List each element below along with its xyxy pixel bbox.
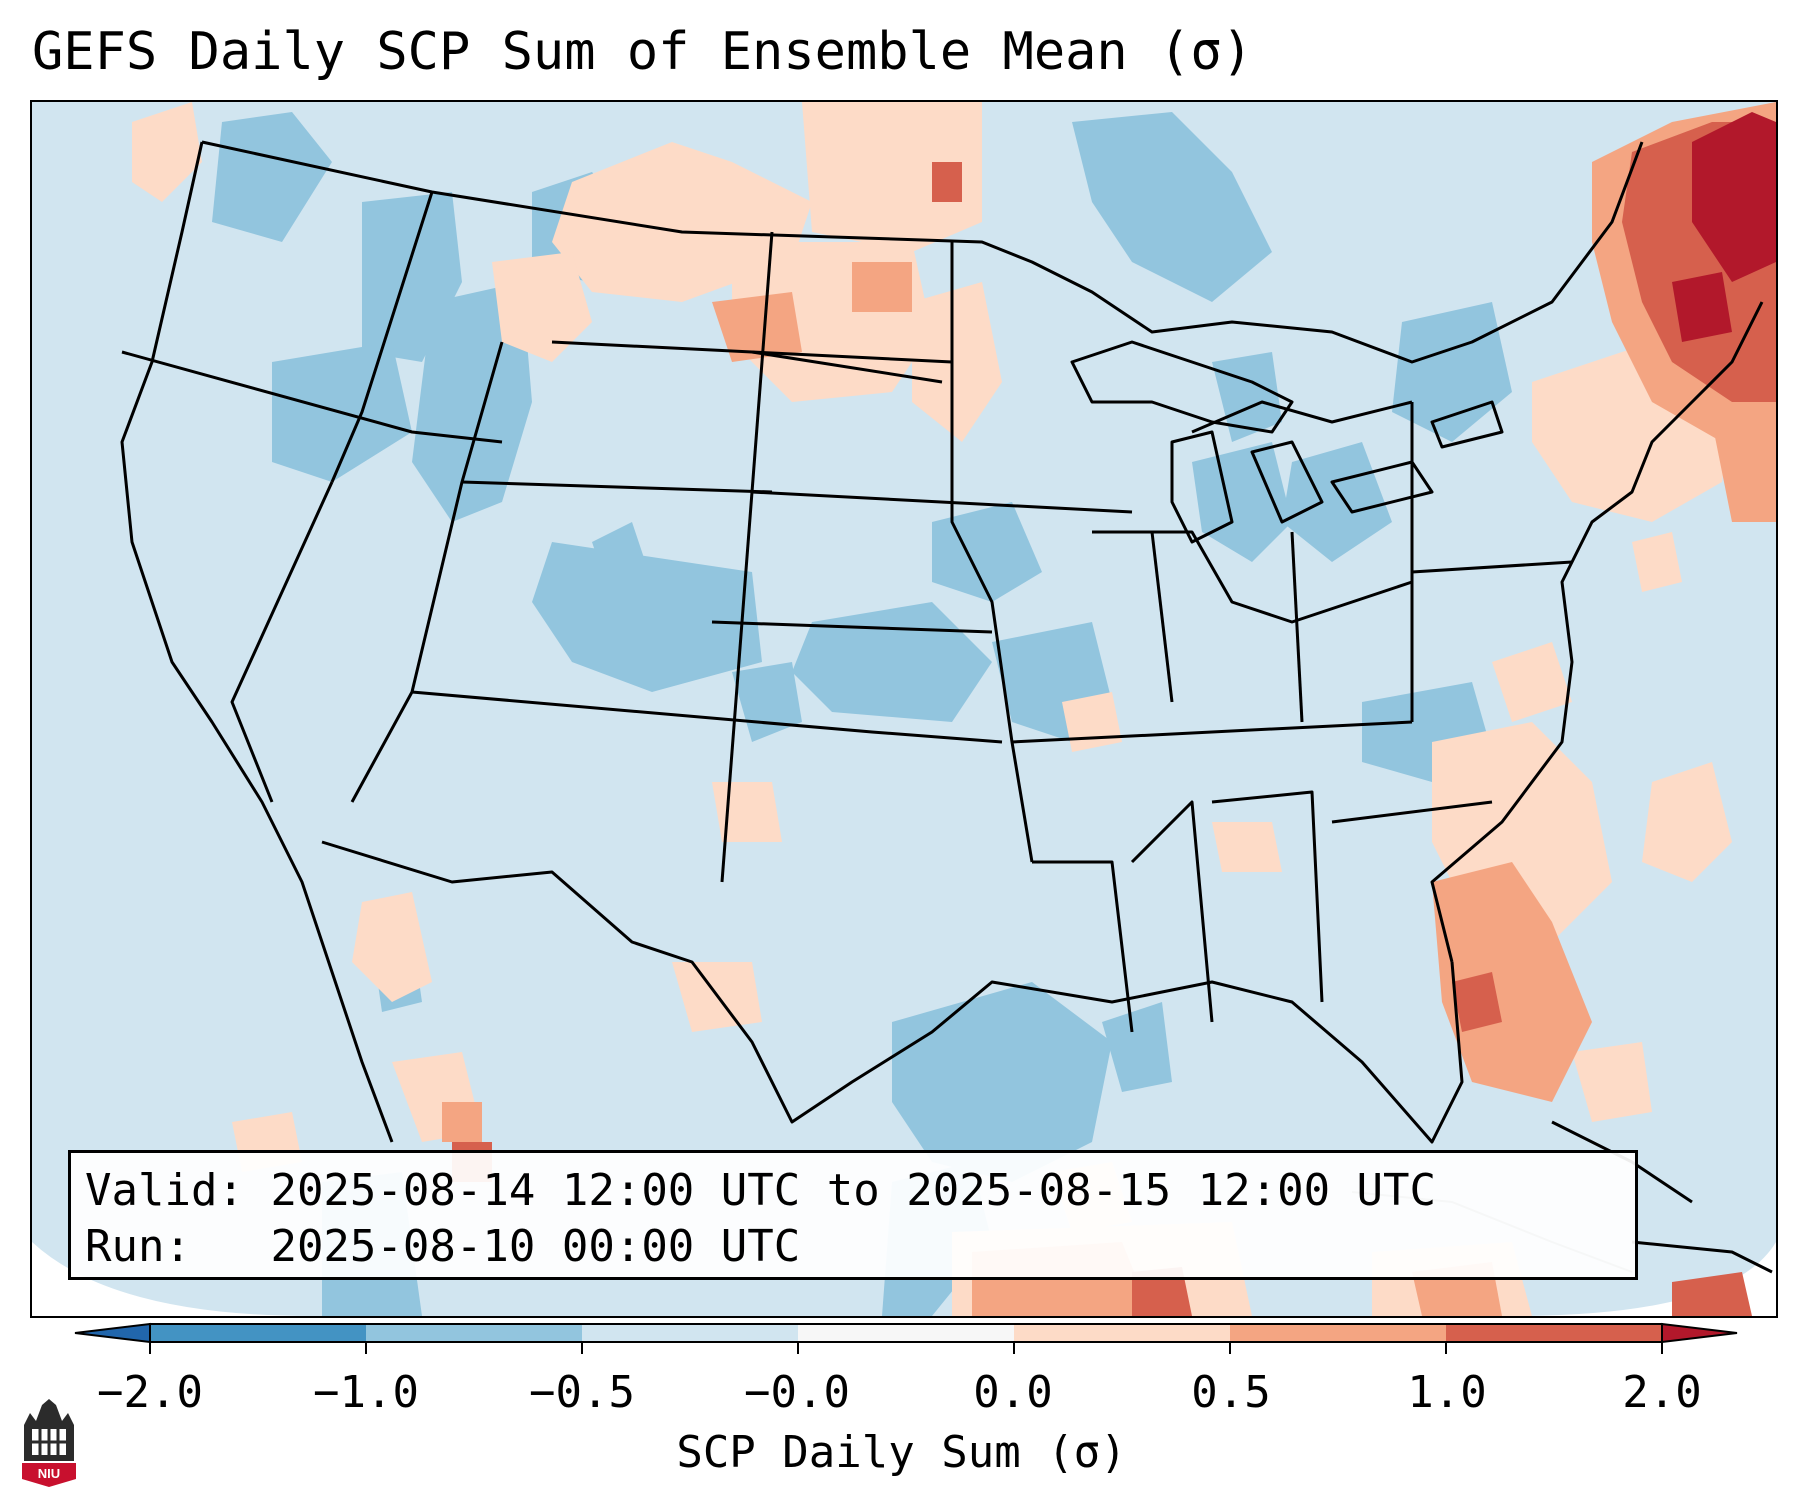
colorbar-bin	[582, 1324, 798, 1342]
colorbar-bin	[1446, 1324, 1662, 1342]
map-canvas	[32, 102, 1776, 1316]
colorbar-outline	[149, 1323, 1663, 1343]
colorbar-bin	[150, 1324, 366, 1342]
logo-text: NIU	[38, 1466, 60, 1481]
valid-label: Valid:	[85, 1165, 244, 1216]
colorbar-bin	[1014, 1324, 1230, 1342]
map-panel: Valid: 2025-08-14 12:00 UTC to 2025-08-1…	[30, 100, 1778, 1318]
colorbar-tick-label: 1.0	[1407, 1367, 1487, 1418]
niu-logo: NIU	[22, 1399, 76, 1487]
run-value: 2025-08-10 00:00 UTC	[270, 1221, 801, 1272]
colorbar-tick-label: −0.0	[744, 1367, 850, 1418]
valid-value: 2025-08-14 12:00 UTC to 2025-08-15 12:00…	[270, 1165, 1437, 1216]
colorbar-tick-label: 2.0	[1622, 1367, 1702, 1418]
chart-title: GEFS Daily SCP Sum of Ensemble Mean (σ)	[32, 22, 1253, 82]
colorbar-label: SCP Daily Sum (σ)	[676, 1427, 1127, 1478]
colorbar-bin	[366, 1324, 582, 1342]
colorbar	[0, 1318, 1803, 1378]
colorbar-tick-label: 0.5	[1191, 1367, 1271, 1418]
colorbar-svg	[74, 1322, 1738, 1354]
run-label: Run:	[85, 1221, 191, 1272]
colorbar-extend-under	[74, 1322, 151, 1344]
colorbar-tick-label: −1.0	[313, 1367, 419, 1418]
map-boundaries	[120, 140, 1773, 1274]
extreme-regions	[1672, 112, 1776, 342]
colorbar-tick-label: 0.0	[973, 1367, 1053, 1418]
colorbar-extend-over	[1661, 1322, 1738, 1344]
colorbar-tick-label: −0.5	[529, 1367, 635, 1418]
colorbar-tick-label: −2.0	[97, 1367, 203, 1418]
colorbar-bin	[798, 1324, 1014, 1342]
valid-run-infobox: Valid: 2025-08-14 12:00 UTC to 2025-08-1…	[68, 1150, 1638, 1280]
colorbar-bin	[1230, 1324, 1446, 1342]
